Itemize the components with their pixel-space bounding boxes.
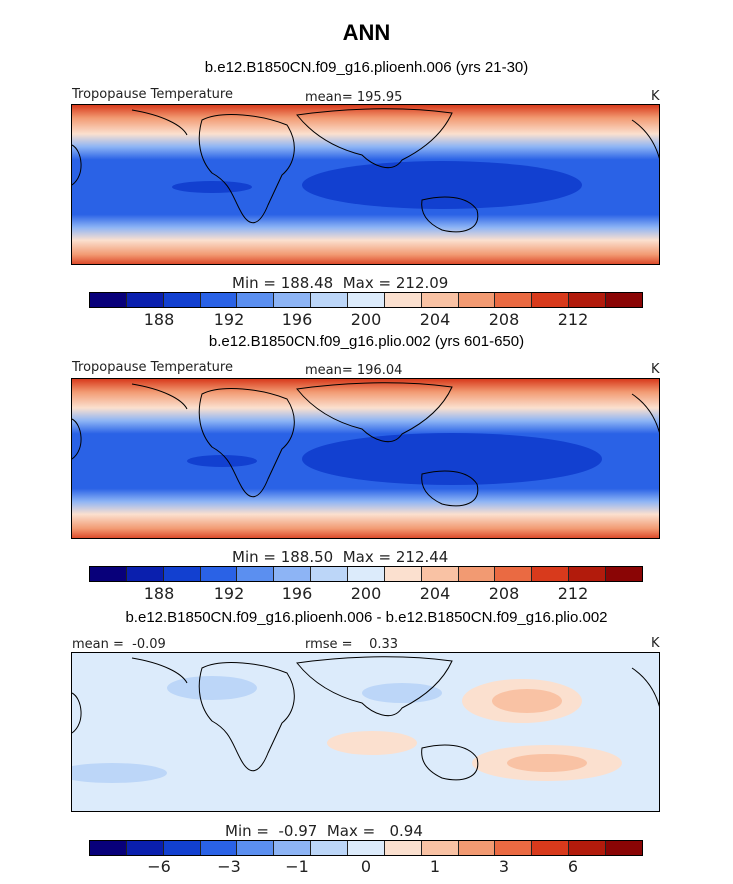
colorbar-swatch (569, 293, 607, 307)
colorbar-swatch (421, 293, 459, 307)
panel-1-units: K (651, 89, 660, 104)
colorbar-swatch (200, 293, 238, 307)
colorbar-swatch (90, 293, 127, 307)
panel-3-tick: −6 (147, 857, 171, 876)
panel-1-tick: 212 (557, 310, 589, 329)
panel-2-tick: 192 (213, 584, 245, 603)
colorbar-swatch (384, 293, 422, 307)
panel-3-mean: mean = -0.09 (72, 637, 166, 652)
panel-2-minmax: Min = 188.50 Max = 212.44 (232, 548, 449, 566)
colorbar-swatch (274, 841, 312, 855)
colorbar-swatch (384, 841, 422, 855)
colorbar-swatch (495, 293, 533, 307)
panel-2-cold-core (302, 433, 602, 485)
colorbar-swatch (163, 293, 201, 307)
colorbar-swatch (200, 567, 238, 581)
panel-1-tick: 200 (350, 310, 382, 329)
panel-2-coastlines (72, 382, 659, 507)
panel-1-tick: 196 (281, 310, 313, 329)
colorbar-swatch (458, 567, 496, 581)
colorbar-swatch (458, 841, 496, 855)
panel-3-colorbar (89, 840, 643, 856)
panel-1-tick: 204 (419, 310, 451, 329)
colorbar-swatch (606, 293, 642, 307)
panel-1-variable-label: Tropopause Temperature (72, 87, 233, 102)
colorbar-swatch (606, 841, 642, 855)
colorbar-swatch (458, 293, 496, 307)
colorbar-swatch (237, 293, 275, 307)
colorbar-swatch (532, 841, 570, 855)
panel-2-colorbar (89, 566, 643, 582)
colorbar-swatch (495, 567, 533, 581)
colorbar-swatch (237, 841, 275, 855)
panel-2-units: K (651, 362, 660, 377)
colorbar-swatch (126, 567, 164, 581)
panel-3-title: b.e12.B1850CN.f09_g16.plioenh.006 - b.e1… (125, 609, 608, 626)
panel-2-tick: 196 (281, 584, 313, 603)
colorbar-swatch (90, 841, 127, 855)
panel-2-tick: 212 (557, 584, 589, 603)
colorbar-swatch (311, 293, 349, 307)
colorbar-swatch (163, 841, 201, 855)
colorbar-swatch (163, 567, 201, 581)
panel-1-tick: 208 (488, 310, 520, 329)
panel-3-tick: 1 (429, 857, 441, 876)
colorbar-swatch (532, 293, 570, 307)
panel-1-mean: mean= 195.95 (305, 90, 403, 105)
panel-3-rmse: rmse = 0.33 (305, 637, 399, 652)
panel-1-cold-core (302, 161, 582, 209)
panel-1-minmax: Min = 188.48 Max = 212.09 (232, 274, 449, 292)
colorbar-swatch (421, 841, 459, 855)
panel-3-map-svg (72, 653, 659, 811)
colorbar-swatch (421, 567, 459, 581)
colorbar-swatch (348, 293, 385, 307)
colorbar-swatch (311, 567, 349, 581)
panel-2-tick: 188 (143, 584, 175, 603)
panel-3-tick: 6 (567, 857, 579, 876)
panel-1-coastlines (72, 108, 659, 233)
colorbar-swatch (274, 567, 312, 581)
colorbar-swatch (569, 841, 607, 855)
panel-3-map (71, 652, 660, 812)
colorbar-swatch (274, 293, 312, 307)
panel-3-tick: 3 (498, 857, 510, 876)
panel-3-coastlines (72, 656, 659, 781)
colorbar-swatch (126, 293, 164, 307)
colorbar-swatch (311, 841, 349, 855)
panel-2-tick: 200 (350, 584, 382, 603)
panel-1-tick: 188 (143, 310, 175, 329)
panel-3-units: K (651, 636, 660, 651)
panel-1-title: b.e12.B1850CN.f09_g16.plioenh.006 (yrs 2… (204, 59, 529, 76)
colorbar-swatch (384, 567, 422, 581)
colorbar-swatch (200, 841, 238, 855)
panel-2-tick: 208 (488, 584, 520, 603)
colorbar-swatch (90, 567, 127, 581)
colorbar-swatch (237, 567, 275, 581)
panel-3-tick: −3 (217, 857, 241, 876)
colorbar-swatch (532, 567, 570, 581)
colorbar-swatch (569, 567, 607, 581)
figure-title: ANN (342, 20, 391, 45)
panel-3-minmax: Min = -0.97 Max = 0.94 (225, 822, 423, 840)
panel-2-map-svg (72, 379, 659, 538)
colorbar-swatch (348, 841, 385, 855)
panel-2-title: b.e12.B1850CN.f09_g16.plio.002 (yrs 601-… (208, 333, 525, 350)
colorbar-swatch (348, 567, 385, 581)
panel-1-tick: 192 (213, 310, 245, 329)
colorbar-swatch (126, 841, 164, 855)
panel-2-mean: mean= 196.04 (305, 363, 403, 378)
panel-1-map (71, 104, 660, 265)
panel-1-map-svg (72, 105, 659, 264)
colorbar-swatch (495, 841, 533, 855)
panel-3-tick: −1 (285, 857, 309, 876)
panel-2-tick: 204 (419, 584, 451, 603)
panel-2-variable-label: Tropopause Temperature (72, 360, 233, 375)
panel-3-tick: 0 (360, 857, 372, 876)
colorbar-swatch (606, 567, 642, 581)
panel-1-colorbar (89, 292, 643, 308)
panel-2-map (71, 378, 660, 539)
